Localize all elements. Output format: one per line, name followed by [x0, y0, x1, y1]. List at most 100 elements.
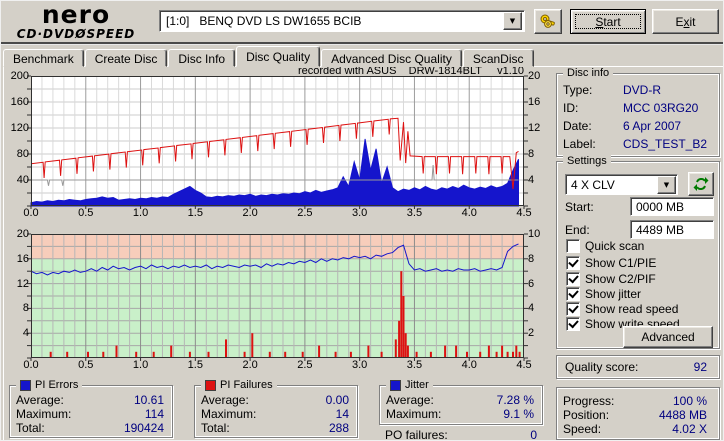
y-tick-label: 2: [528, 327, 535, 340]
x-tick-label: 3.0: [352, 207, 368, 219]
checkbox-show-jitter[interactable]: Show jitter: [566, 287, 641, 301]
pi-failures-legend-swatch: [205, 379, 216, 391]
pi-errors-chart: [27, 75, 528, 209]
progress-row: Progress: 100 %: [563, 394, 707, 408]
checkbox-quick-scan[interactable]: Quick scan: [566, 239, 644, 253]
tab-create-disc[interactable]: Create Disc: [84, 49, 168, 67]
start-button-label: S: [595, 14, 604, 29]
y-tick-label: 6: [528, 277, 535, 290]
tab-disc-info[interactable]: Disc Info: [168, 49, 236, 67]
y-tick-label: 8: [528, 148, 535, 160]
progress-box: Progress: 100 % Position: 4488 MB Speed: 4.…: [556, 387, 720, 440]
x-tick-label: 2.5: [297, 207, 313, 219]
checkbox[interactable]: [566, 239, 580, 253]
pi-errors-x-axis: 0.0 0.5 1.0 1.5 2.0 2.5 3.0 3.5 4.0 4.5: [23, 207, 531, 219]
eject-options-button[interactable]: [534, 9, 562, 34]
cd-dvd-speed-logo-text: CD·DVDØSPEED: [16, 27, 136, 41]
x-tick-label: 1.5: [187, 207, 203, 219]
tab-disc-quality[interactable]: Disc Quality: [236, 46, 321, 67]
scan-speed-value: 4 X CLV: [571, 177, 615, 192]
scan-speed-dropdown-button[interactable]: ▼: [657, 175, 676, 194]
y-tick-label: 40: [16, 174, 29, 186]
checkbox[interactable]: [566, 272, 580, 286]
disc-info-row: Date: 6 Apr 2007: [563, 119, 682, 133]
stat-row: Maximum: 9.1 %: [386, 407, 534, 421]
y-tick-label: 4: [528, 302, 535, 315]
x-tick-label: 2.0: [242, 359, 258, 371]
pi-errors-right-axis: 20 16 12 8 4: [526, 70, 550, 206]
checkbox-show-c1-pie[interactable]: Show C1/PIE: [566, 256, 656, 270]
chevron-down-icon: ▼: [509, 17, 516, 25]
quality-score-value: 92: [693, 360, 707, 374]
toolbar-separator: [1, 42, 723, 45]
y-tick-label: 120: [10, 122, 29, 134]
refresh-icon: [693, 177, 709, 191]
stat-row: Average: 7.28 %: [386, 393, 534, 407]
x-tick-label: 1.0: [132, 359, 149, 371]
checkbox[interactable]: [566, 287, 580, 301]
x-tick-label: 4.0: [461, 359, 477, 371]
disc-info-row: ID: MCC 03RG20: [563, 101, 699, 115]
disc-info-title: Disc info: [563, 67, 614, 79]
quality-score-row: Quality score: 92: [565, 360, 707, 374]
jitter-left-axis: 20 16 12 8 4: [3, 228, 29, 358]
checkbox-show-c2-pif[interactable]: Show C2/PIF: [566, 272, 656, 286]
stat-row: Total: 288: [201, 421, 349, 435]
pi-errors-left-axis: 200 160 120 80 40: [3, 70, 29, 206]
exit-button[interactable]: Exit: [652, 9, 719, 34]
tab-benchmark[interactable]: Benchmark: [3, 49, 84, 67]
settings-box: Settings 4 X CLV ▼ Start: 0000 MB End:: [556, 155, 720, 349]
po-failures-row: PO failures: 0: [385, 428, 537, 441]
x-tick-label: 0.5: [78, 207, 94, 219]
y-tick-label: 12: [16, 277, 29, 290]
x-tick-label: 0.5: [78, 359, 94, 371]
x-tick-label: 0.0: [23, 207, 39, 219]
stat-row: Maximum: 14: [201, 407, 349, 421]
y-tick-label: 20: [16, 228, 29, 240]
x-tick-label: 2.5: [297, 359, 313, 371]
start-position-row: Start:: [565, 200, 594, 214]
x-tick-label: 3.0: [352, 359, 368, 371]
x-tick-label: 1.5: [187, 359, 203, 371]
checkbox[interactable]: [566, 256, 580, 270]
scan-speed-select[interactable]: 4 X CLV ▼: [565, 174, 678, 195]
drive-select-dropdown-button[interactable]: ▼: [503, 12, 522, 30]
tab-scandisc[interactable]: ScanDisc: [462, 49, 534, 67]
jitter-chart: [27, 233, 528, 361]
start-button[interactable]: Start: [570, 9, 646, 34]
keys-icon: [540, 14, 555, 28]
chevron-down-icon: ▼: [663, 180, 670, 189]
speed-row: Speed: 4.02 X: [563, 422, 707, 436]
disc-info-row: Type: DVD-R: [563, 83, 661, 97]
checkbox[interactable]: [566, 302, 580, 316]
drive-select-value: [1:0] BENQ DVD LS DW1655 BCIB: [166, 14, 362, 28]
recorded-with-note: recorded with ASUS DRW-1814BLT v1.10: [297, 65, 524, 77]
y-tick-label: 4: [528, 174, 535, 186]
x-tick-label: 1.0: [132, 207, 149, 219]
disc-info-row: Label: CDS_TEST_B2: [563, 137, 708, 151]
pi-errors-stats-box: PI Errors Average: 10.61 Maximum: 114 Tota…: [9, 379, 173, 438]
end-position-input[interactable]: 4489 MB: [630, 220, 714, 239]
end-position-row: End:: [565, 223, 590, 237]
tab-strip: Benchmark Create Disc Disc Info Disc Qua…: [3, 46, 535, 67]
y-tick-label: 4: [22, 327, 29, 340]
checkbox-show-read-speed[interactable]: Show read speed: [566, 302, 678, 316]
quality-score-box: Quality score: 92: [556, 355, 720, 379]
drive-select[interactable]: [1:0] BENQ DVD LS DW1655 BCIB ▼: [159, 10, 525, 32]
pi-errors-chart-canvas: [27, 75, 528, 209]
tab-advanced-disc-quality[interactable]: Advanced Disc Quality: [321, 49, 462, 67]
y-tick-label: 10: [528, 228, 541, 240]
jitter-legend-swatch: [390, 379, 401, 391]
y-tick-label: 160: [10, 96, 29, 108]
start-position-input[interactable]: 0000 MB: [630, 197, 714, 216]
x-tick-label: 4.0: [461, 207, 477, 219]
refresh-button[interactable]: [688, 172, 714, 196]
advanced-button[interactable]: Advanced: [623, 326, 713, 348]
pi-failures-stats-box: PI Failures Average: 0.00 Maximum: 14 Tota…: [194, 379, 358, 438]
pi-errors-legend-swatch: [20, 379, 31, 391]
y-tick-label: 8: [528, 252, 535, 265]
pi-errors-stats-title: PI Errors: [16, 379, 83, 391]
checkbox[interactable]: [566, 317, 580, 331]
nero-logo-text: nero: [41, 0, 111, 29]
settings-title: Settings: [563, 155, 611, 167]
